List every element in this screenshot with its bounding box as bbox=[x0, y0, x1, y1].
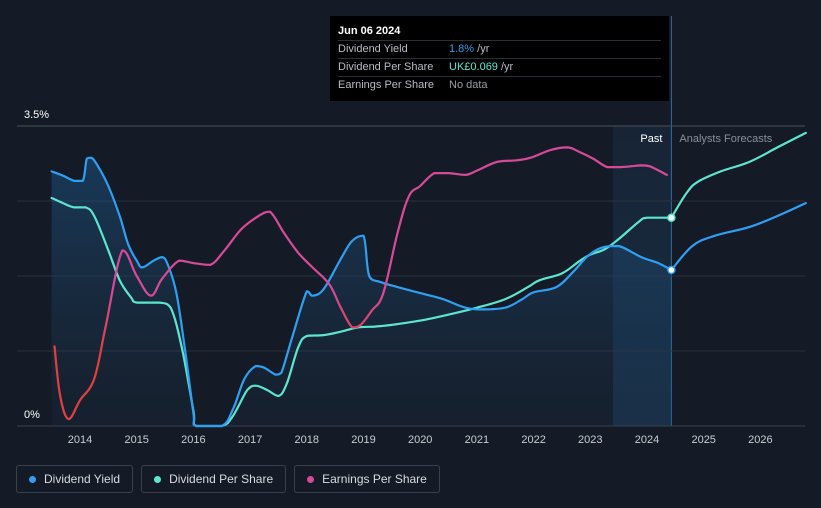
tooltip-value: No data bbox=[449, 79, 488, 91]
x-tick-label: 2023 bbox=[578, 434, 602, 446]
legend-label: Dividend Yield bbox=[44, 472, 121, 486]
x-tick-label: 2026 bbox=[748, 434, 772, 446]
x-tick-label: 2020 bbox=[408, 434, 432, 446]
x-tick-label: 2017 bbox=[238, 434, 262, 446]
legend-dividend-per-share[interactable]: Dividend Per Share bbox=[141, 465, 287, 493]
dividend-yield-line bbox=[50, 156, 673, 428]
dividend-yield-area bbox=[51, 157, 672, 426]
tooltip-unit: /yr bbox=[497, 61, 514, 73]
legend-earnings-per-share[interactable]: Earnings Per Share bbox=[294, 465, 440, 493]
tooltip-date: Jun 06 2024 bbox=[338, 25, 401, 37]
legend-dot-icon bbox=[307, 475, 315, 483]
x-tick-label: 2024 bbox=[635, 434, 659, 446]
dividend-yield-marker bbox=[667, 265, 676, 275]
x-tick-label: 2014 bbox=[68, 434, 92, 446]
tooltip-row-dividend-per-share: Dividend Per Share UK£0.069 /yr bbox=[338, 58, 661, 76]
x-tick-label: 2019 bbox=[351, 434, 375, 446]
legend-dot-icon bbox=[154, 475, 162, 483]
x-tick-label: 2025 bbox=[691, 434, 715, 446]
x-tick-label: 2015 bbox=[124, 434, 148, 446]
y-axis-top-label: 3.5% bbox=[24, 109, 49, 121]
earnings-per-share-line bbox=[53, 146, 668, 421]
past-label: Past bbox=[640, 133, 662, 145]
legend-dividend-yield[interactable]: Dividend Yield bbox=[16, 465, 134, 493]
tooltip-unit: /yr bbox=[474, 43, 490, 55]
tooltip-row-dividend-yield: Dividend Yield 1.8% /yr bbox=[338, 40, 661, 58]
tooltip-label: Dividend Per Share bbox=[338, 61, 434, 73]
tooltip-label: Dividend Yield bbox=[338, 43, 408, 55]
tooltip-row-earnings-per-share: Earnings Per Share No data bbox=[338, 76, 661, 94]
y-axis-bottom-label: 0% bbox=[24, 409, 40, 421]
dividend-yield-forecast-line bbox=[670, 202, 807, 272]
x-tick-label: 2018 bbox=[295, 434, 319, 446]
tooltip-value: 1.8% bbox=[449, 43, 475, 55]
dividend-per-share-forecast-line bbox=[670, 131, 807, 219]
legend-label: Dividend Per Share bbox=[169, 472, 274, 486]
dividend-per-share-marker bbox=[667, 213, 676, 222]
x-tick-label: 2021 bbox=[465, 434, 489, 446]
x-tick-label: 2016 bbox=[181, 434, 205, 446]
x-tick-label: 2022 bbox=[521, 434, 545, 446]
tooltip-label: Earnings Per Share bbox=[338, 79, 434, 91]
dividend-per-share-line bbox=[50, 196, 673, 428]
chart-tooltip: Jun 06 2024 Dividend Yield 1.8% /yr Divi… bbox=[330, 16, 669, 101]
legend-label: Earnings Per Share bbox=[322, 472, 427, 486]
tooltip-value: UK£0.069 bbox=[449, 61, 498, 73]
legend-dot-icon bbox=[29, 475, 36, 483]
forecast-label: Analysts Forecasts bbox=[679, 133, 772, 145]
chart-legend: Dividend Yield Dividend Per Share Earnin… bbox=[16, 465, 440, 493]
